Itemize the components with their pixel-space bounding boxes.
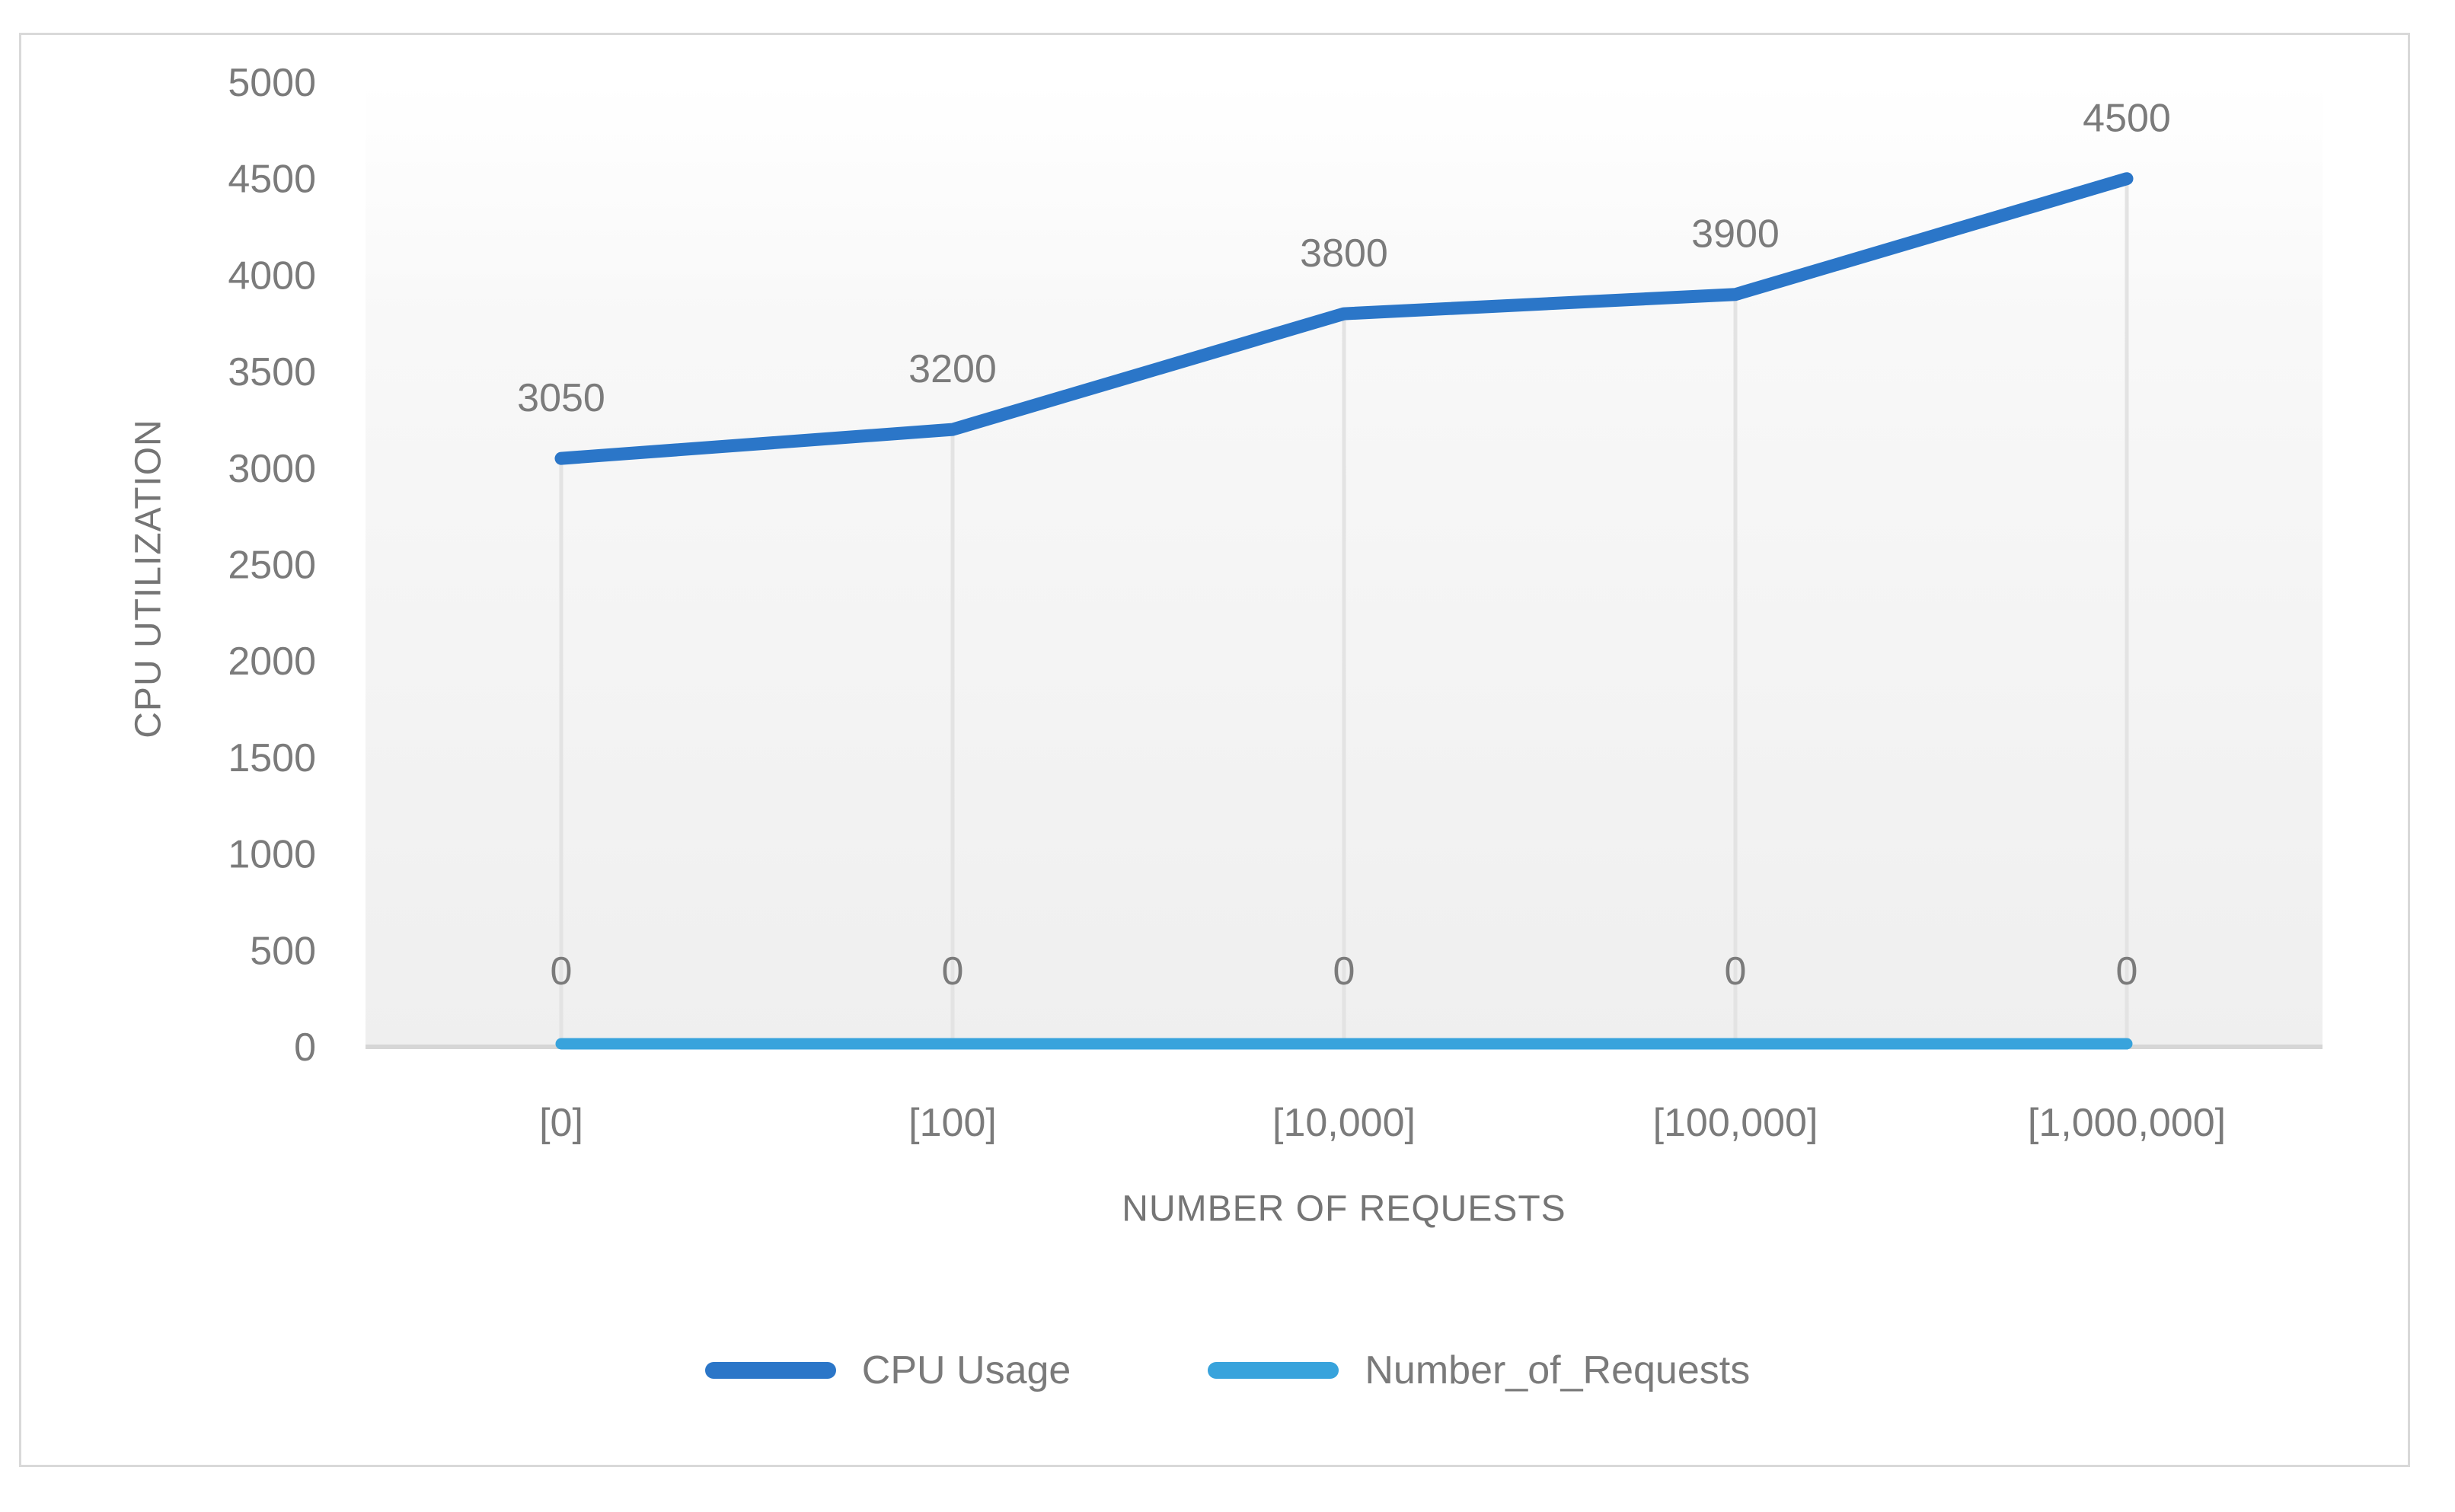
legend-label-number-of-requests: Number_of_Requests [1365, 1348, 1751, 1392]
cpu-line [554, 172, 2134, 465]
legend-item-number-of-requests: Number_of_Requests [1208, 1348, 1750, 1393]
y-axis-title: CPU UTILIZATION [128, 419, 169, 738]
legend-item-cpu-usage: CPU Usage [704, 1348, 1071, 1393]
x-category-label: [100,000] [1653, 1101, 1818, 1145]
x-axis-title: NUMBER OF REQUESTS [1122, 1188, 1566, 1230]
y-tick-label: 2500 [228, 544, 316, 588]
x-category-label: [10,000] [1272, 1101, 1416, 1145]
cpu-data-label: 4500 [2083, 97, 2171, 141]
requests-data-label: 0 [1333, 949, 1355, 994]
legend: CPU Usage Number_of_Requests [0, 1348, 2455, 1393]
y-tick-label: 0 [294, 1026, 316, 1070]
y-tick-label: 3000 [228, 447, 316, 491]
cpu-data-label: 3200 [908, 347, 997, 391]
y-tick-label: 4500 [228, 158, 316, 202]
requests-data-label: 0 [2116, 949, 2138, 994]
requests-data-label: 0 [1725, 949, 1747, 994]
y-tick-label: 500 [250, 929, 316, 973]
requests-data-label: 0 [551, 949, 573, 994]
y-tick-label: 1500 [228, 736, 316, 780]
cpu-data-label: 3900 [1691, 212, 1780, 257]
requests-data-label: 0 [942, 949, 964, 994]
x-category-label: [1,000,000] [2028, 1101, 2226, 1145]
cpu-data-label: 3800 [1300, 231, 1388, 276]
y-tick-label: 4000 [228, 254, 316, 298]
legend-label-cpu-usage: CPU Usage [861, 1348, 1071, 1392]
y-tick-label: 3500 [228, 350, 316, 394]
legend-marker-number-of-requests [1208, 1362, 1339, 1379]
y-tick-label: 1000 [228, 833, 316, 877]
cpu-data-label: 3050 [517, 376, 605, 420]
legend-marker-cpu-usage [704, 1362, 836, 1379]
x-category-label: [100] [908, 1101, 997, 1145]
y-tick-label: 2000 [228, 640, 316, 684]
y-tick-label: 5000 [228, 61, 316, 105]
x-category-label: [0] [539, 1101, 583, 1145]
